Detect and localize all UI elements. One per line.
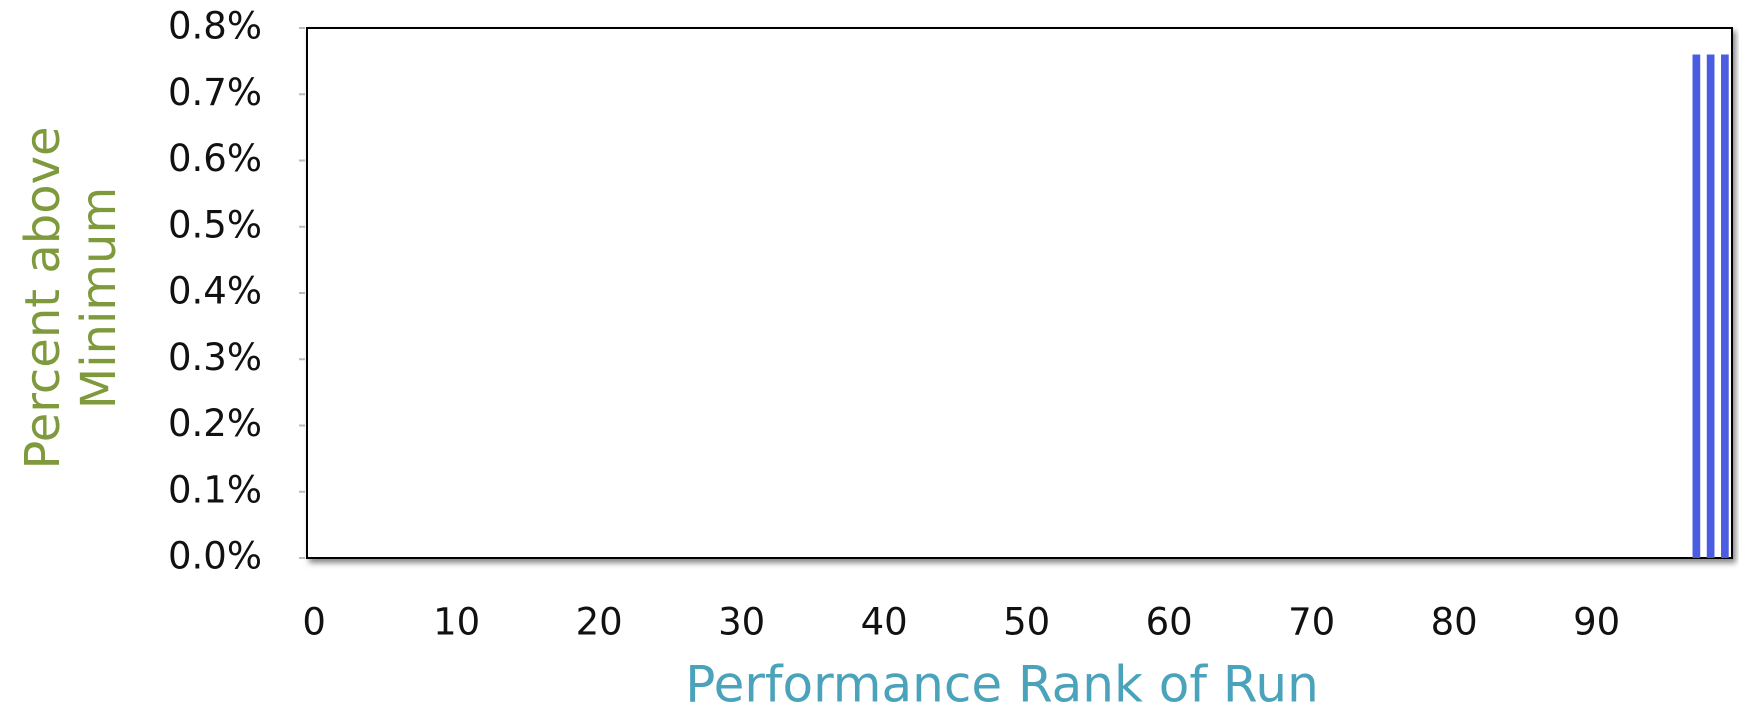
y-tick-label: 0.6% <box>168 137 262 180</box>
x-tick-label: 20 <box>576 601 623 644</box>
x-axis-title: Performance Rank of Run <box>685 656 1319 711</box>
y-tick-label: 0.7% <box>168 71 262 114</box>
x-tick-label: 90 <box>1573 601 1620 644</box>
plot-area <box>306 27 1733 559</box>
y-tick-label: 0.5% <box>168 203 262 246</box>
y-axis-title: Percent above Minimum <box>15 126 127 469</box>
x-tick-label: 30 <box>718 601 765 644</box>
y-axis-title-line: Minimum <box>71 187 127 409</box>
y-tick-label: 0.1% <box>168 468 262 511</box>
y-tick-label: 0.2% <box>168 402 262 445</box>
y-tick-label: 0.0% <box>168 535 262 578</box>
x-tick-label: 70 <box>1288 601 1335 644</box>
bar <box>1721 54 1729 558</box>
x-tick-label: 50 <box>1003 601 1050 644</box>
bar <box>1706 54 1715 558</box>
x-tick-label: 60 <box>1146 601 1193 644</box>
x-tick-label: 0 <box>302 601 326 644</box>
y-tick-label: 0.3% <box>168 336 262 379</box>
x-tick-label: 40 <box>861 601 908 644</box>
x-tick-label: 80 <box>1431 601 1478 644</box>
y-axis-title-line: Percent above <box>15 126 71 469</box>
x-tick-label: 10 <box>433 601 480 644</box>
y-tick-label: 0.8% <box>168 5 262 48</box>
bar <box>1692 54 1701 558</box>
y-tick-label: 0.4% <box>168 270 262 313</box>
